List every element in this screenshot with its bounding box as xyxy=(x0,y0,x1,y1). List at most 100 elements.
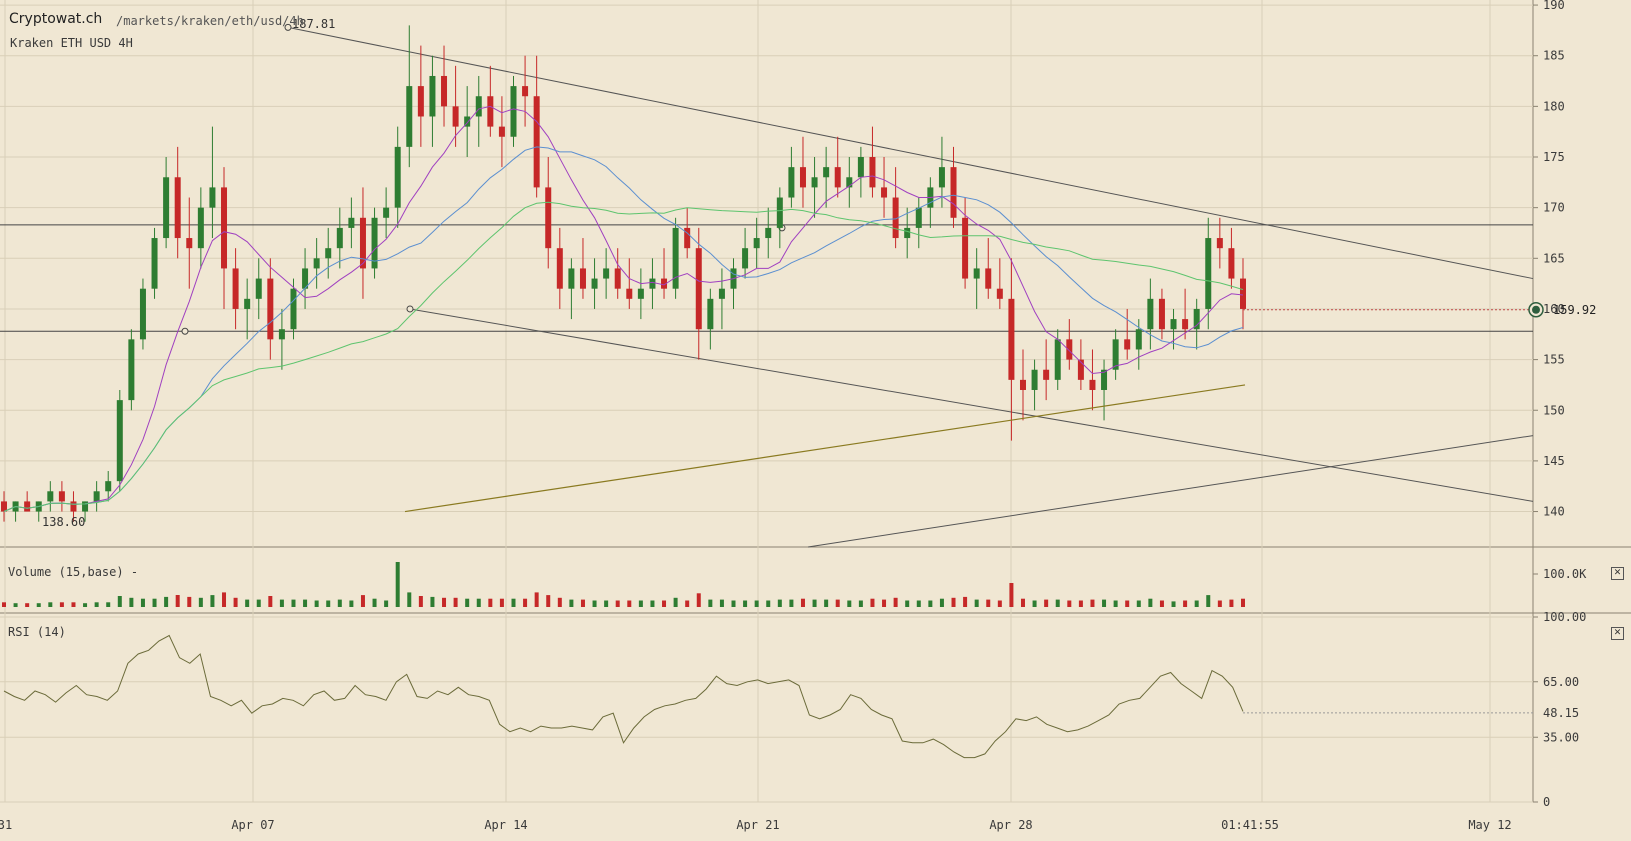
volume-bar xyxy=(824,599,829,607)
volume-bar xyxy=(13,603,18,607)
volume-bar xyxy=(83,603,88,607)
volume-bar xyxy=(1171,601,1176,607)
trend-line-upper xyxy=(287,26,1534,280)
volume-bar xyxy=(800,598,805,607)
candle-body xyxy=(1019,379,1026,390)
volume-bar xyxy=(963,596,968,607)
volume-bar xyxy=(557,597,562,607)
volume-bar xyxy=(175,595,180,607)
x-tick-label: Apr 14 xyxy=(484,818,527,832)
volume-bar xyxy=(812,599,817,607)
market-path[interactable]: /markets/kraken/eth/usd/4h xyxy=(116,14,304,28)
trend-line-rising xyxy=(807,435,1534,548)
volume-bar xyxy=(233,597,238,607)
volume-bar xyxy=(152,598,157,607)
volume-bar xyxy=(916,600,921,607)
volume-bar xyxy=(580,599,585,607)
volume-bar xyxy=(337,599,342,607)
candle-body xyxy=(336,227,343,249)
volume-bar xyxy=(511,598,516,607)
volume-bar xyxy=(395,562,400,607)
volume-bar xyxy=(882,599,887,607)
candle-body xyxy=(788,167,795,198)
moving-average-short xyxy=(3,105,1244,512)
candle-body xyxy=(579,268,586,289)
volume-bar xyxy=(488,598,493,607)
candle-body xyxy=(290,288,297,330)
candle-body xyxy=(661,278,668,289)
volume-bar xyxy=(222,592,227,607)
candle-body xyxy=(556,248,563,289)
rsi-line xyxy=(3,634,1244,759)
candle-body xyxy=(47,491,54,502)
moving-average-mid xyxy=(3,146,1244,512)
app-title[interactable]: Cryptowat.ch xyxy=(9,11,103,27)
volume-bar xyxy=(743,600,748,607)
candle-body xyxy=(510,86,517,137)
volume-bar xyxy=(777,599,782,607)
volume-bar xyxy=(650,600,655,607)
y-tick-label: 155 xyxy=(1543,353,1565,367)
volume-bar xyxy=(245,599,250,607)
close-volume-panel-icon[interactable]: ✕ xyxy=(1611,567,1624,580)
candle-body xyxy=(82,501,89,512)
candle-body xyxy=(522,86,529,97)
volume-bar xyxy=(117,596,122,607)
candle-body xyxy=(776,197,783,228)
candle-body xyxy=(313,258,320,269)
volume-bar xyxy=(1078,600,1083,607)
volume-bar xyxy=(256,599,261,607)
volume-bar xyxy=(129,597,134,607)
volume-bar xyxy=(1044,599,1049,607)
volume-bar xyxy=(1090,599,1095,607)
volume-bar xyxy=(1148,598,1153,607)
volume-bar xyxy=(407,592,412,607)
volume-panel-title: Volume (15,base) - xyxy=(8,565,139,579)
candle-body xyxy=(255,278,262,299)
volume-bar xyxy=(106,602,111,607)
volume-bar xyxy=(604,600,609,607)
rsi-panel-title: RSI (14) xyxy=(8,625,66,639)
volume-bar xyxy=(789,599,794,607)
candle-body xyxy=(753,238,760,249)
volume-bar xyxy=(187,596,192,607)
volume-bar xyxy=(372,598,377,607)
candle-body xyxy=(1112,339,1119,370)
candle-body xyxy=(1135,329,1142,350)
candle-body xyxy=(221,187,228,269)
candle-body xyxy=(626,288,633,299)
candle-body xyxy=(70,501,77,512)
volume-bar xyxy=(997,600,1002,607)
volume-bar xyxy=(592,600,597,607)
candle-body xyxy=(348,217,355,228)
candle-body xyxy=(1124,339,1131,350)
candle-body xyxy=(811,177,818,188)
volume-bar xyxy=(314,600,319,607)
current-price-label: 159.92 xyxy=(1553,303,1596,317)
candle-body xyxy=(1101,369,1108,390)
rsi-tick-label: 100.00 xyxy=(1543,610,1586,624)
volume-bar xyxy=(1125,600,1130,607)
candle-body xyxy=(232,268,239,309)
candle-body xyxy=(429,75,436,117)
x-tick-label: Apr 28 xyxy=(989,818,1032,832)
volume-axis-label: 100.0K xyxy=(1543,567,1587,581)
volume-bar xyxy=(1009,583,1014,607)
candle-body xyxy=(649,278,656,289)
volume-bar xyxy=(418,596,423,607)
close-rsi-panel-icon[interactable]: ✕ xyxy=(1611,627,1624,640)
candle-body xyxy=(603,268,610,279)
volume-bar xyxy=(360,595,365,607)
candle-body xyxy=(244,298,251,309)
volume-bar xyxy=(465,598,470,607)
y-tick-label: 175 xyxy=(1543,150,1565,164)
volume-bar xyxy=(1206,595,1211,607)
candle-body xyxy=(904,227,911,239)
moving-average-longest xyxy=(404,384,1246,513)
candle-body xyxy=(1089,379,1096,390)
volume-bar xyxy=(268,596,273,607)
candle-body xyxy=(163,177,170,239)
volume-bar xyxy=(499,598,504,607)
